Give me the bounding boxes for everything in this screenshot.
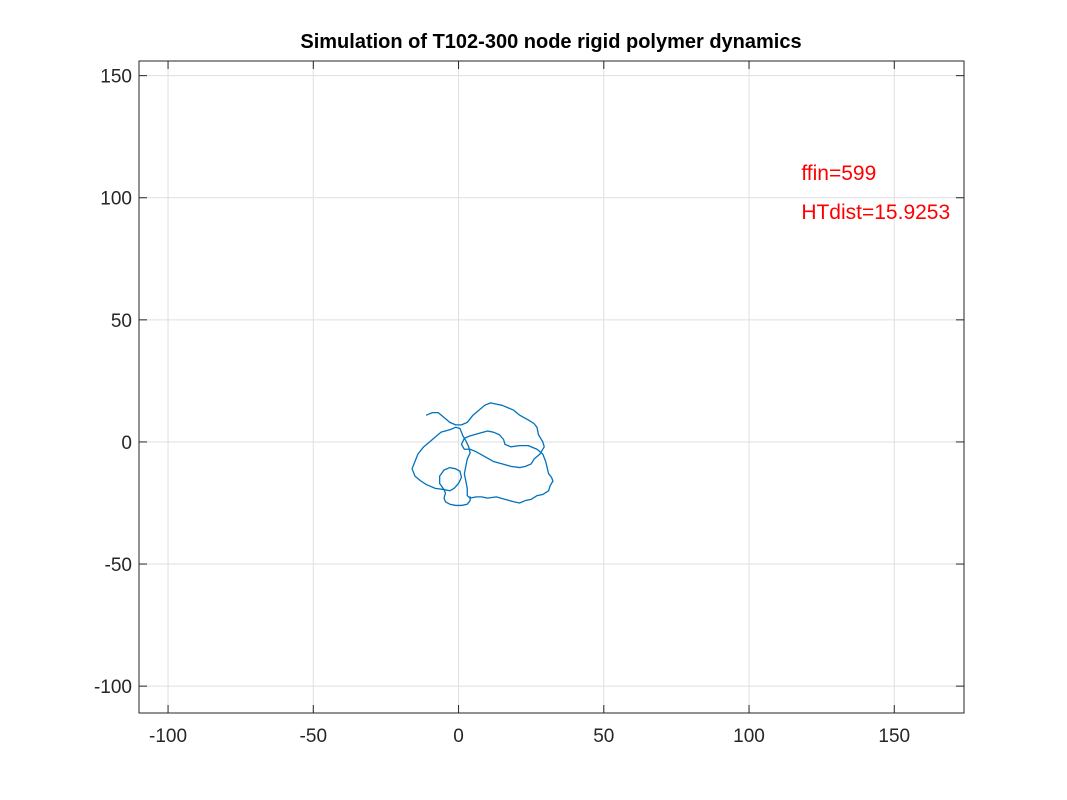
y-tick-label: 0: [121, 433, 132, 454]
x-tick-label: 100: [733, 726, 765, 747]
x-tick-label: 150: [878, 726, 910, 747]
annotation-label: ffin=599: [801, 162, 876, 185]
axes-box: [138, 60, 965, 714]
y-tick-label: -100: [94, 677, 132, 698]
axes-background: [139, 61, 964, 713]
y-tick-label: 150: [100, 67, 132, 88]
polymer-chain-line: [411, 402, 554, 507]
chart-title: Simulation of T102-300 node rigid polyme…: [300, 31, 801, 53]
x-tick-label: -100: [149, 726, 187, 747]
x-tick-label: 0: [453, 726, 464, 747]
x-tick-label: 50: [593, 726, 614, 747]
annotation-label: HTdist=15.9253: [801, 201, 950, 224]
y-tick-label: -50: [105, 555, 132, 576]
x-tick-label: -50: [300, 726, 327, 747]
y-tick-label: 50: [111, 311, 132, 332]
y-tick-label: 100: [100, 189, 132, 210]
plot-area: -100 -50 0 50 100 150 -100 -50 0 50 100 150 ffin=599…: [94, 60, 965, 747]
